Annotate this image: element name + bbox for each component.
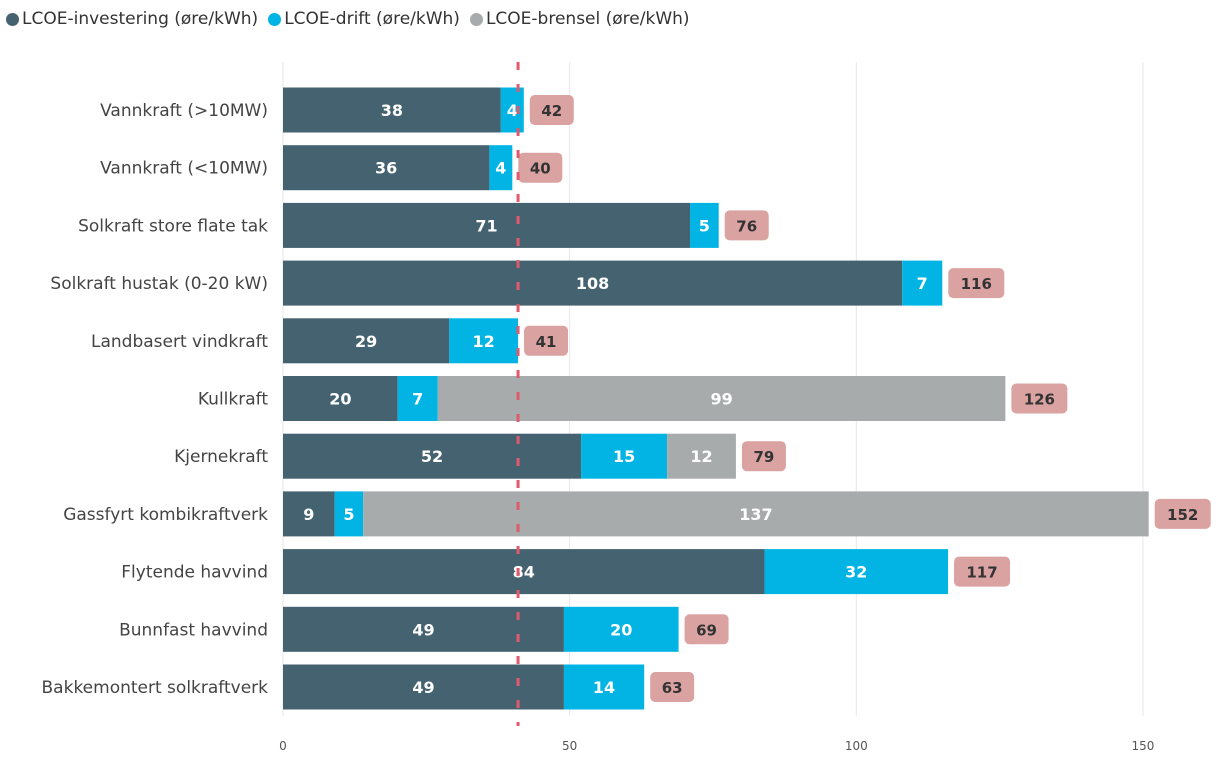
category-label: Kjernekraft <box>174 447 268 467</box>
bar-value-label: 15 <box>613 447 635 466</box>
total-badge <box>741 441 786 472</box>
total-badge <box>1154 498 1211 529</box>
legend: LCOE-investering (øre/kWh) LCOE-drift (ø… <box>6 4 690 34</box>
bar-value-label: 12 <box>690 447 712 466</box>
legend-label: LCOE-investering (øre/kWh) <box>22 9 259 29</box>
bar-value-label: 49 <box>412 678 434 697</box>
total-value-label: 76 <box>736 217 757 235</box>
category-label: Solkraft store flate tak <box>78 216 268 236</box>
bar-value-label: 36 <box>375 159 397 178</box>
bar-value-label: 5 <box>699 216 710 235</box>
total-badge <box>724 210 769 241</box>
bar-segment <box>500 87 524 133</box>
bar-segment <box>902 260 943 306</box>
total-value-label: 40 <box>530 160 551 178</box>
category-label: Vannkraft (<10MW) <box>100 159 268 179</box>
legend-item-drift[interactable]: LCOE-drift (øre/kWh) <box>268 9 460 29</box>
category-label: Gassfyrt kombikraftverk <box>63 505 268 525</box>
bar-value-label: 29 <box>355 332 377 351</box>
legend-label: LCOE-brensel (øre/kWh) <box>485 9 690 29</box>
total-badge <box>684 614 729 645</box>
legend-label: LCOE-drift (øre/kWh) <box>284 9 460 29</box>
category-label: Bunnfast havvind <box>119 620 268 640</box>
bar-value-label: 32 <box>845 563 867 582</box>
legend-item-investering[interactable]: LCOE-investering (øre/kWh) <box>6 9 258 29</box>
bar-segment <box>283 491 335 537</box>
bar-value-label: 7 <box>412 390 423 409</box>
bar-segment <box>397 376 438 421</box>
bar-value-label: 38 <box>381 101 403 120</box>
bar-segment <box>449 318 519 364</box>
x-tick-label: 50 <box>562 739 577 753</box>
bar-segment <box>690 202 719 248</box>
bar-value-label: 7 <box>917 274 928 293</box>
total-value-label: 152 <box>1167 506 1198 524</box>
bar-value-label: 14 <box>593 678 615 697</box>
bar-segment <box>581 433 668 479</box>
bar-value-label: 99 <box>710 390 732 409</box>
legend-dot-icon <box>6 12 19 26</box>
bar-value-label: 20 <box>329 390 351 409</box>
bar-segment <box>283 260 903 306</box>
total-badge <box>650 672 695 702</box>
bar-segment <box>283 433 582 479</box>
total-badge <box>518 152 563 183</box>
total-badge <box>524 325 569 356</box>
category-label: Flytende havvind <box>121 563 268 583</box>
bar-value-label: 52 <box>421 447 443 466</box>
total-badge <box>948 268 1005 299</box>
category-label: Kullkraft <box>198 390 268 410</box>
category-label: Landbasert vindkraft <box>91 332 268 352</box>
bar-segment <box>363 491 1149 537</box>
bar-segment <box>283 145 490 191</box>
bar-value-label: 4 <box>495 159 506 178</box>
total-value-label: 42 <box>541 102 562 120</box>
bar-segment <box>283 202 691 248</box>
category-label: Vannkraft (>10MW) <box>100 101 268 121</box>
bar-segment <box>334 491 364 537</box>
bar-value-label: 49 <box>412 620 434 639</box>
total-value-label: 79 <box>753 448 774 466</box>
total-badge <box>954 556 1011 587</box>
category-label: Bakkemontert solkraftverk <box>42 678 269 698</box>
total-value-label: 116 <box>961 275 992 293</box>
total-badge <box>1011 383 1068 414</box>
total-badge <box>529 95 574 125</box>
bar-segment <box>764 549 949 595</box>
bar-segment <box>563 664 645 710</box>
x-tick-label: 0 <box>279 739 287 753</box>
bar-segment <box>283 549 765 595</box>
bar-value-label: 20 <box>610 620 632 639</box>
total-value-label: 63 <box>662 679 683 697</box>
total-value-label: 41 <box>536 333 557 351</box>
bar-segment <box>667 433 736 479</box>
category-label: Solkraft hustak (0-20 kW) <box>50 274 268 294</box>
bar-value-label: 4 <box>507 101 518 120</box>
bar-value-label: 108 <box>576 274 609 293</box>
bar-segment <box>283 87 501 133</box>
bar-value-label: 12 <box>473 332 495 351</box>
bar-value-label: 5 <box>343 505 354 524</box>
bar-segment <box>489 145 513 191</box>
total-value-label: 117 <box>966 564 997 582</box>
bar-value-label: 9 <box>303 505 314 524</box>
bar-segment <box>437 376 1006 421</box>
total-value-label: 126 <box>1024 391 1055 409</box>
legend-dot-icon <box>268 12 282 26</box>
bar-value-label: 137 <box>739 505 772 524</box>
legend-item-brensel[interactable]: LCOE-brensel (øre/kWh) <box>469 9 690 29</box>
bar-segment <box>563 606 679 652</box>
bar-value-label: 84 <box>513 563 535 582</box>
x-tick-label: 150 <box>1131 739 1154 753</box>
bar-segment <box>283 318 450 364</box>
bar-value-label: 71 <box>475 216 497 235</box>
bar-segment <box>283 376 398 421</box>
legend-dot-icon <box>469 12 483 26</box>
x-tick-label: 100 <box>845 739 868 753</box>
total-value-label: 69 <box>696 621 717 639</box>
